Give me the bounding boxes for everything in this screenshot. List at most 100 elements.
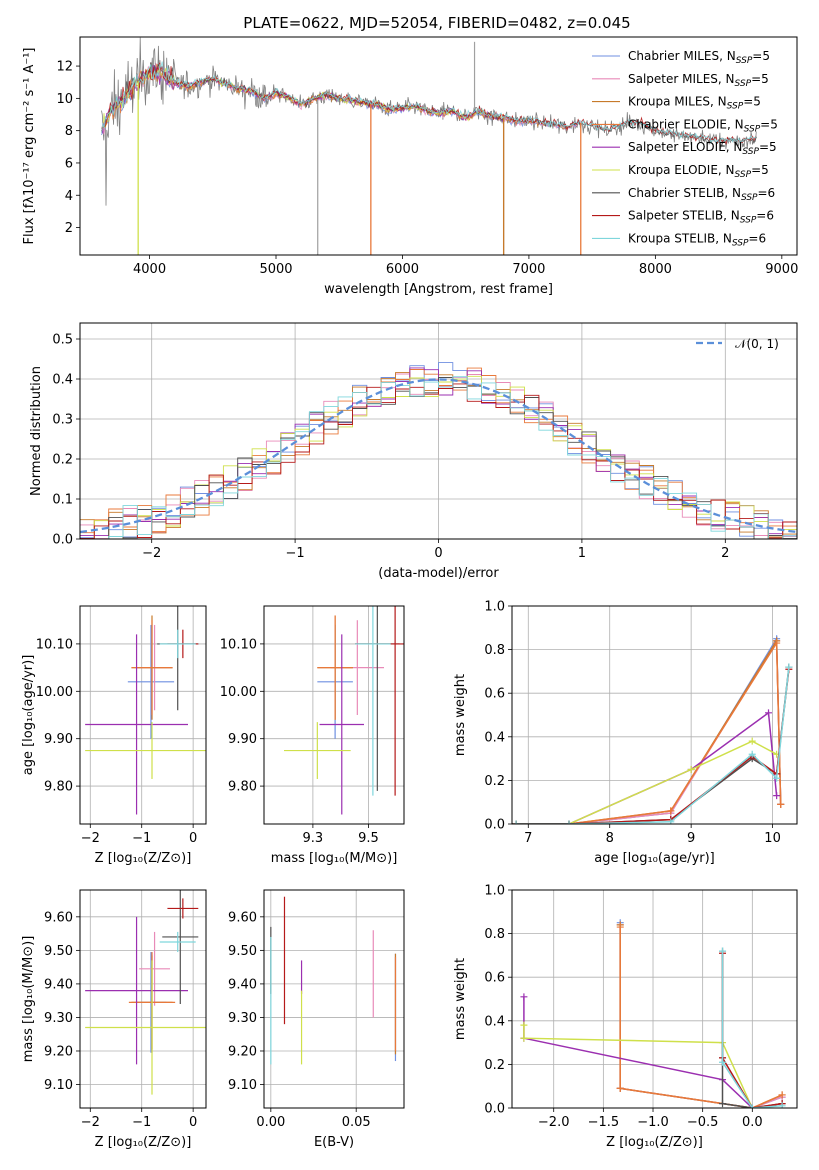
- y-tick-label: 0.4: [52, 373, 73, 388]
- legend-label-tail: =6: [758, 186, 776, 200]
- y-tick-label: 0.0: [484, 1102, 505, 1117]
- age-vs-metallicity-panel: −2 −1 0 9.80 9.90 10.00 10.10 Z [log₁₀(Z/Z⊙)] ag…: [21, 605, 207, 866]
- mass-vs-metallicity-panel: −2 −1 0 9.10 9.20 9.30 9.40 9.50 9.60 Z [log₁₀(Z/…: [21, 889, 207, 1150]
- legend-label-tail: =5: [760, 117, 778, 131]
- legend-label: Salpeter ELODIE, NSSP=5: [628, 140, 777, 157]
- y-tick-label: 9.10: [44, 1078, 73, 1093]
- y-tick-label: 9.40: [228, 977, 257, 992]
- x-tick-label: 7000: [512, 262, 545, 277]
- y-tick-label: 10: [56, 92, 73, 107]
- legend-label-subscript: SSP: [742, 147, 759, 157]
- legend-label-tail: =5: [752, 49, 770, 63]
- weight-marker: [616, 1084, 624, 1092]
- legend-label-tail: =5: [743, 95, 761, 109]
- legend-label: Kroupa ELODIE, NSSP=5: [628, 163, 769, 180]
- legend-label-base: Chabrier ELODIE, N: [628, 117, 744, 131]
- massweight-vs-metallicity-panel: −2.0 −1.5 −1.0 −0.5 0.0 0.0 0.2 0.4 0.6 0.8 1.0 Z […: [453, 884, 798, 1150]
- legend-label: Kroupa MILES, NSSP=5: [628, 95, 761, 112]
- weight-marker: [687, 766, 695, 773]
- y-tick-label: 0.1: [52, 493, 73, 508]
- x-tick-label: 2: [721, 546, 729, 561]
- weight-marker: [719, 947, 727, 955]
- weight-lines: [512, 635, 793, 824]
- legend-normal-label: 𝒩(0, 1): [735, 337, 779, 351]
- axes-frame: [79, 605, 207, 825]
- weight-line-chabrier-elodie: [619, 927, 783, 1108]
- legend-label: Salpeter MILES, NSSP=5: [628, 72, 769, 89]
- x-tick-label: −1: [132, 831, 151, 846]
- x-tick-label: −1.0: [637, 1115, 669, 1130]
- y-axis-label: Flux [fλ10⁻¹⁷ erg cm⁻² s⁻¹ A⁻¹]: [22, 48, 37, 245]
- y-tick-label: 10.00: [220, 685, 257, 700]
- y-tick-label: 1.0: [484, 600, 505, 615]
- y-tick-label: 12: [56, 60, 73, 75]
- weight-marker: [512, 820, 520, 824]
- weight-marker: [520, 993, 528, 1001]
- y-tick-label: 10.10: [36, 637, 73, 652]
- weight-line-kroupa-elodie: [523, 1025, 753, 1108]
- legend-label: Chabrier STELIB, NSSP=6: [628, 186, 775, 203]
- y-tick-label: 2: [65, 221, 73, 236]
- legend-label: Chabrier ELODIE, NSSP=5: [628, 117, 778, 134]
- x-tick-label: 1: [578, 546, 586, 561]
- y-tick-label: 0.4: [484, 730, 505, 745]
- legend-label-tail: =5: [751, 163, 769, 177]
- y-tick-label: 0.0: [484, 818, 505, 833]
- y-tick-label: 0.8: [484, 927, 505, 942]
- legend-label-tail: =6: [756, 209, 774, 223]
- y-tick-label: 8: [65, 124, 73, 139]
- legend-label-subscript: SSP: [735, 79, 752, 89]
- axes-frame: [79, 889, 207, 1109]
- x-axis-label: wavelength [Angstrom, rest frame]: [324, 282, 553, 297]
- y-tick-label: 9.80: [44, 780, 73, 795]
- legend-label: Chabrier MILES, NSSP=5: [628, 49, 770, 66]
- legend-label-subscript: SSP: [744, 124, 761, 134]
- y-tick-label: 9.20: [44, 1044, 73, 1059]
- x-tick-label: 0: [189, 831, 197, 846]
- axes-frame: [263, 605, 405, 825]
- legend-label-base: Chabrier MILES, N: [628, 49, 736, 63]
- legend-label-subscript: SSP: [741, 193, 758, 203]
- weight-marker: [748, 737, 756, 745]
- model-spectrum-salpeter-stelib: [101, 62, 757, 146]
- legend-label-subscript: SSP: [727, 102, 744, 112]
- x-tick-label: 9: [687, 831, 695, 846]
- x-tick-label: 5000: [259, 262, 292, 277]
- x-tick-label: 0.05: [342, 1115, 371, 1130]
- y-tick-label: 9.50: [44, 944, 73, 959]
- x-axis-label: Z [log₁₀(Z/Z⊙)]: [606, 1135, 703, 1150]
- y-tick-label: 9.40: [44, 977, 73, 992]
- y-axis-label: mass [log₁₀(M/M⊙)]: [21, 936, 36, 1063]
- spectrum-lines: [101, 37, 757, 255]
- y-tick-label: 0.8: [484, 643, 505, 658]
- y-tick-label: 0.6: [484, 687, 505, 702]
- y-tick-label: 0.2: [484, 774, 505, 789]
- y-axis-label: age [log₁₀(age/yr)]: [21, 655, 36, 776]
- y-tick-label: 1.0: [484, 884, 505, 899]
- errorbars: [85, 606, 206, 815]
- legend-label-base: Salpeter STELIB, N: [628, 209, 740, 223]
- x-tick-label: −1.5: [588, 1115, 620, 1130]
- spectrum-panel: 4000 5000 6000 7000 8000 9000 2 4 6 8 10 12 waveleng…: [22, 36, 798, 297]
- axes-frame: [263, 889, 405, 1109]
- weight-marker: [520, 1021, 528, 1029]
- y-tick-label: 0.0: [52, 533, 73, 548]
- y-tick-label: 9.80: [228, 780, 257, 795]
- x-tick-label: 0: [434, 546, 442, 561]
- weight-line-kroupa-stelib: [721, 951, 783, 1108]
- y-tick-label: 9.20: [228, 1044, 257, 1059]
- y-axis-label: Normed distribution: [29, 366, 44, 496]
- normal-curve: [80, 378, 797, 534]
- y-tick-label: 9.30: [228, 1011, 257, 1026]
- weight-marker: [748, 750, 756, 758]
- y-tick-label: 0.4: [484, 1014, 505, 1029]
- y-tick-label: 9.30: [44, 1011, 73, 1026]
- weight-marker: [785, 663, 793, 671]
- y-tick-label: 0.6: [484, 971, 505, 986]
- weight-marker: [773, 639, 781, 647]
- legend-label: Salpeter STELIB, NSSP=6: [628, 209, 774, 226]
- x-tick-label: 6000: [386, 262, 419, 277]
- legend-label: Kroupa STELIB, NSSP=6: [628, 231, 766, 248]
- legend-label-base: Kroupa STELIB, N: [628, 231, 732, 245]
